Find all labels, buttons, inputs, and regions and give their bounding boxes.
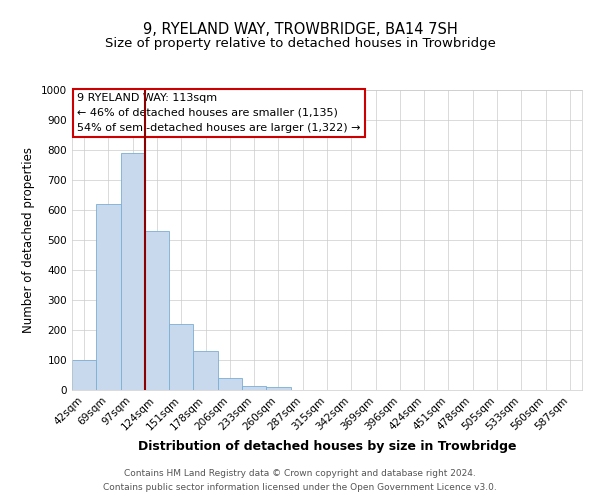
Bar [193,351,218,390]
Bar [266,387,290,390]
Text: Contains public sector information licensed under the Open Government Licence v3: Contains public sector information licen… [103,484,497,492]
Bar [121,153,145,390]
Bar [242,386,266,390]
Bar [218,378,242,390]
Bar [169,324,193,390]
Text: Contains HM Land Registry data © Crown copyright and database right 2024.: Contains HM Land Registry data © Crown c… [124,468,476,477]
Text: 9 RYELAND WAY: 113sqm
← 46% of detached houses are smaller (1,135)
54% of semi-d: 9 RYELAND WAY: 113sqm ← 46% of detached … [77,93,361,132]
Text: Size of property relative to detached houses in Trowbridge: Size of property relative to detached ho… [104,38,496,51]
Bar [96,204,121,390]
Text: 9, RYELAND WAY, TROWBRIDGE, BA14 7SH: 9, RYELAND WAY, TROWBRIDGE, BA14 7SH [143,22,457,38]
Bar [145,231,169,390]
Bar [72,360,96,390]
Y-axis label: Number of detached properties: Number of detached properties [22,147,35,333]
X-axis label: Distribution of detached houses by size in Trowbridge: Distribution of detached houses by size … [138,440,516,453]
